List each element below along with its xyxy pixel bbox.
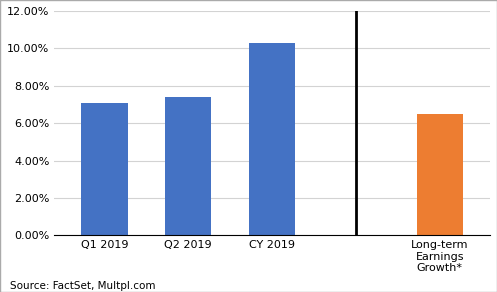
Bar	[416, 114, 463, 235]
Bar	[165, 97, 211, 235]
Text: Source: FactSet, Multpl.com: Source: FactSet, Multpl.com	[10, 281, 156, 291]
Bar	[249, 43, 295, 235]
Bar	[82, 102, 128, 235]
